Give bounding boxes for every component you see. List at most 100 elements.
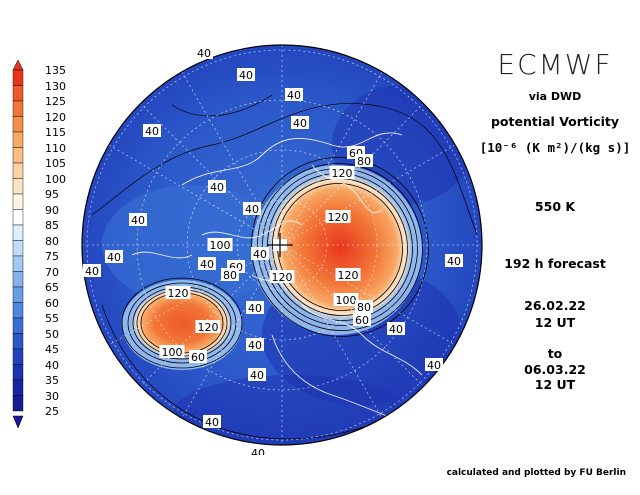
contours-east bbox=[251, 157, 429, 337]
colorbar-swatch bbox=[12, 131, 24, 148]
to-label: to bbox=[547, 346, 563, 361]
colorbar-label: 75 bbox=[45, 250, 59, 263]
colorbar-swatch bbox=[12, 333, 24, 350]
colorbar-label: 45 bbox=[45, 343, 59, 356]
model-title: ECMWF bbox=[497, 48, 613, 81]
svg-text:120: 120 bbox=[328, 211, 349, 224]
vortex-west bbox=[132, 287, 232, 359]
pole-marker bbox=[267, 233, 293, 257]
contour-label: 120 bbox=[195, 320, 221, 334]
svg-text:120: 120 bbox=[168, 287, 189, 300]
contour-label: 120 bbox=[329, 166, 355, 180]
colorbar-swatch bbox=[12, 147, 24, 164]
colorbar-label: 85 bbox=[45, 219, 59, 232]
colorbar-swatch bbox=[12, 193, 24, 210]
colorbar-swatch bbox=[12, 162, 24, 179]
colorbar-swatch bbox=[12, 348, 24, 365]
valid-date: 06.03.22 bbox=[524, 362, 586, 377]
contour-label: 40 bbox=[251, 247, 269, 261]
vortex-east bbox=[267, 172, 413, 322]
polar-map: 40 40 40 40 40 40 40 40 40 40 40 40 40 40 40 40 40 40 40 40… bbox=[72, 35, 492, 455]
colorbar-label: 60 bbox=[45, 296, 59, 310]
svg-text:40: 40 bbox=[200, 258, 214, 271]
init-date: 26.02.22 bbox=[524, 298, 586, 313]
svg-text:100: 100 bbox=[336, 294, 357, 307]
contour-label: 40 bbox=[425, 358, 443, 372]
svg-text:80: 80 bbox=[357, 155, 371, 168]
colorbar: 135 130 125 120 115 110 105 100 95 90 85 80 75 70 65 60… bbox=[10, 59, 70, 440]
colorbar-label: 50 bbox=[45, 327, 59, 341]
contour-label: 40 bbox=[387, 322, 405, 336]
colorbar-label: 80 bbox=[45, 234, 59, 248]
colorbar-swatch bbox=[12, 116, 24, 133]
colorbar-bottom-arrow bbox=[12, 415, 24, 429]
colorbar-label: 130 bbox=[45, 79, 66, 93]
contour-label: 120 bbox=[269, 270, 295, 284]
contour-label: 40 bbox=[83, 264, 101, 278]
colorbar-label: 100 bbox=[45, 172, 66, 186]
colorbar-label: 120 bbox=[45, 110, 66, 124]
svg-text:40: 40 bbox=[253, 248, 267, 261]
colorbar-label: 35 bbox=[45, 374, 59, 387]
contour-label: 40 bbox=[195, 46, 213, 60]
svg-text:40: 40 bbox=[248, 302, 262, 315]
contour-label: 40 bbox=[243, 202, 261, 216]
svg-text:40: 40 bbox=[145, 125, 159, 138]
colorbar-label: 40 bbox=[45, 358, 59, 372]
svg-text:40: 40 bbox=[210, 181, 224, 194]
colorbar-swatch bbox=[12, 286, 24, 303]
svg-text:100: 100 bbox=[162, 346, 183, 359]
svg-text:40: 40 bbox=[251, 447, 265, 455]
forecast-label: 192 h forecast bbox=[504, 256, 606, 271]
svg-text:120: 120 bbox=[198, 321, 219, 334]
contour-labels: 40 40 40 40 40 40 40 40 40 40 40 40 40 40 40 40 40 40 40 40… bbox=[83, 46, 463, 455]
contour-label: 40 bbox=[445, 254, 463, 268]
colorbar-swatch bbox=[12, 302, 24, 319]
contour-label: 100 bbox=[333, 293, 359, 307]
map-svg: 40 40 40 40 40 40 40 40 40 40 40 40 40 40 40 40 40 40 40 40… bbox=[81, 44, 483, 455]
colorbar-label: 70 bbox=[45, 265, 59, 279]
contour-label: 100 bbox=[207, 238, 233, 252]
colorbar-label: 115 bbox=[45, 126, 66, 139]
contour-label: 40 bbox=[246, 338, 264, 352]
colorbar-swatch bbox=[12, 271, 24, 288]
colorbar-label: 90 bbox=[45, 203, 59, 217]
colorbar-label: 55 bbox=[45, 312, 59, 325]
quantity-label: potential Vorticity bbox=[490, 114, 620, 129]
contour-label: 40 bbox=[248, 368, 266, 382]
colorbar-swatch bbox=[12, 255, 24, 272]
svg-text:100: 100 bbox=[210, 239, 231, 252]
colorbar-swatch bbox=[12, 178, 24, 195]
svg-text:80: 80 bbox=[223, 269, 237, 282]
colorbar-swatch bbox=[12, 85, 24, 102]
colorbar-label: 135 bbox=[45, 64, 66, 77]
contour-label: 40 bbox=[249, 446, 267, 455]
init-time: 12 UT bbox=[534, 315, 576, 330]
colorbar-swatch bbox=[12, 100, 24, 117]
units-label: [10⁻⁶ (K m²)/(kg s)] bbox=[479, 140, 631, 155]
contour-label: 60 bbox=[189, 350, 207, 364]
contour-label: 40 bbox=[208, 180, 226, 194]
svg-text:40: 40 bbox=[107, 251, 121, 264]
svg-text:40: 40 bbox=[389, 323, 403, 336]
colorbar-swatch bbox=[12, 317, 24, 334]
svg-text:40: 40 bbox=[131, 214, 145, 227]
contour-label: 120 bbox=[165, 286, 191, 300]
colorbar-swatch bbox=[12, 395, 24, 412]
svg-text:60: 60 bbox=[355, 314, 369, 327]
contour-label: 120 bbox=[325, 210, 351, 224]
svg-text:80: 80 bbox=[357, 301, 371, 314]
colorbar-top-arrow bbox=[12, 59, 24, 71]
source-label: via DWD bbox=[528, 90, 582, 103]
svg-text:40: 40 bbox=[250, 369, 264, 382]
colorbar-swatch bbox=[12, 240, 24, 257]
colorbar-label: 30 bbox=[45, 389, 59, 403]
colorbar-label: 65 bbox=[45, 281, 59, 294]
contour-label: 80 bbox=[355, 300, 373, 314]
colorbar-label: 95 bbox=[45, 188, 59, 201]
colorbar-label: 105 bbox=[45, 157, 66, 170]
contour-label: 40 bbox=[237, 68, 255, 82]
svg-text:40: 40 bbox=[85, 265, 99, 278]
contour-label: 40 bbox=[203, 415, 221, 429]
coastlines bbox=[131, 132, 423, 426]
